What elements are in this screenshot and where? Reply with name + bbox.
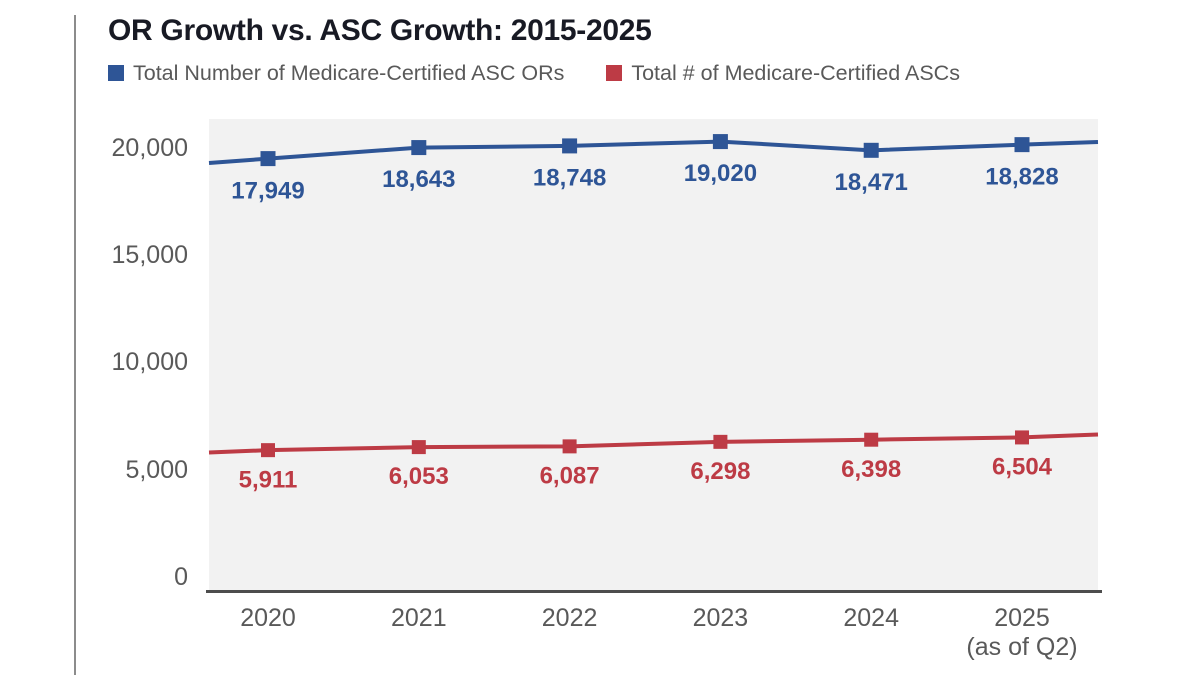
x-tick-label: 2022 — [490, 603, 650, 633]
x-tick-year: 2022 — [541, 604, 598, 632]
legend-item: Total # of Medicare-Certified ASCs — [606, 61, 960, 86]
y-tick-label: 0 — [174, 563, 188, 591]
x-tick-label: 2025 (as of Q2) — [942, 603, 1102, 662]
x-tick-sublabel: (as of Q2) — [966, 633, 1078, 661]
legend-item: Total Number of Medicare-Certified ASC O… — [108, 61, 564, 86]
y-tick-label: 10,000 — [111, 348, 188, 377]
y-tick-label: 5,000 — [125, 455, 188, 484]
x-tick-year: 2021 — [390, 604, 447, 632]
x-tick-label: 2024 — [791, 603, 951, 633]
chart-title: OR Growth vs. ASC Growth: 2015-2025 — [108, 14, 652, 47]
x-tick-year: 2025 — [994, 604, 1050, 632]
chart-legend: Total Number of Medicare-Certified ASC O… — [108, 59, 960, 87]
legend-swatch-icon — [606, 65, 623, 81]
plot-area — [209, 119, 1098, 590]
y-tick-label: 15,000 — [111, 241, 188, 270]
x-axis-line — [206, 590, 1102, 593]
vertical-divider — [74, 15, 76, 675]
x-tick-label: 2023 — [640, 603, 800, 633]
y-tick-label: 20,000 — [111, 133, 188, 162]
legend-swatch-icon — [108, 65, 124, 81]
y-axis: 0 5,000 10,000 15,000 20,000 — [0, 0, 188, 675]
legend-label: Total Number of Medicare-Certified ASC O… — [133, 60, 565, 85]
x-tick-year: 2023 — [692, 604, 749, 632]
x-tick-year: 2024 — [843, 604, 899, 632]
x-tick-label: 2020 — [188, 603, 348, 633]
legend-label: Total # of Medicare-Certified ASCs — [631, 60, 960, 85]
x-tick-year: 2020 — [240, 604, 296, 632]
x-tick-label: 2021 — [339, 603, 499, 633]
